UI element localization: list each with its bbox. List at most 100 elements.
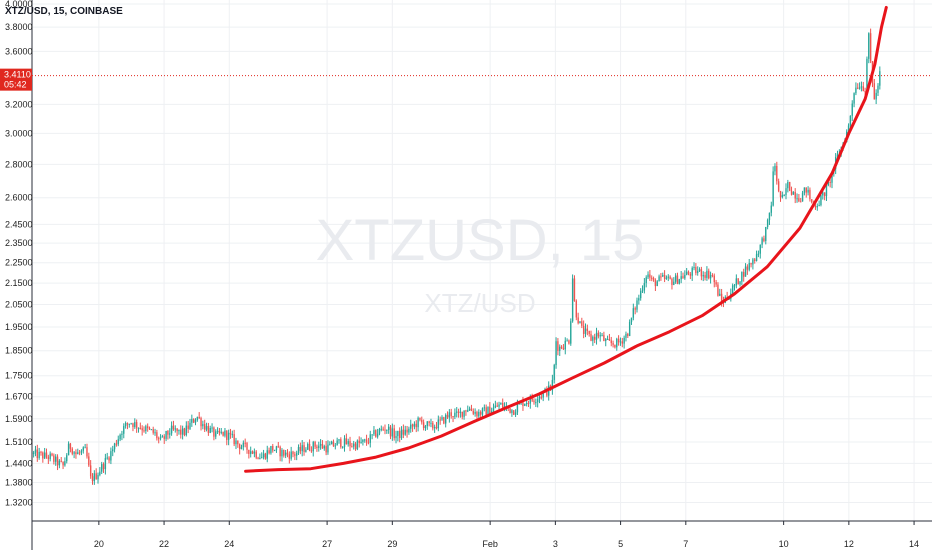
price-candle-body [584,328,587,334]
price-candle-body [553,365,555,380]
price-candle-body [146,426,149,428]
time-axis[interactable]: 20 22 24 27 29 Feb 3 5 7 10 12 14 [32,520,932,549]
price-candle-body [325,446,327,453]
y-tick-label: 1.3200 [5,497,33,507]
price-candle-body [69,443,72,449]
price-candle-body [371,434,373,436]
y-tick-label: 2.2500 [5,258,33,268]
price-candle-body [772,171,774,206]
x-tick-label: 12 [844,539,854,549]
y-tick-label: 2.1500 [5,278,33,288]
price-candle-body [55,456,57,462]
y-tick-label: 3.0000 [5,128,33,138]
price-candle-body [579,321,581,324]
y-tick-label: 1.3800 [5,477,33,487]
price-candle-body [676,275,679,284]
price-candle-body [597,332,600,337]
y-tick-label: 1.7500 [5,371,33,381]
x-tick-label: 22 [159,539,169,549]
price-candle-body [829,182,831,184]
price-candle-body [360,441,362,443]
price-candles [32,28,881,485]
price-candle-body [820,195,822,206]
price-candle-body [818,205,820,207]
price-candle-body [216,430,219,432]
price-candle-body [428,421,430,423]
price-candle-body [443,417,445,424]
price-candle-body [270,445,272,454]
price-candle-body [733,285,736,287]
price-candle-body [662,274,664,277]
price-candle-body [623,337,625,344]
price-candle-body [634,308,636,310]
price-candle-body [402,429,405,435]
price-candle-body [100,464,103,472]
price-candle-body [347,441,349,445]
y-tick-label: 2.4500 [5,219,33,229]
price-candle-body [588,330,590,334]
price-candle-body [757,253,760,255]
price-candle-body [566,340,568,342]
price-candle-body [53,455,55,462]
price-candle-body [34,449,37,453]
price-candle-body [803,187,806,193]
price-candle-body [362,439,364,442]
price-candle-body [110,451,112,461]
trend-curve [244,5,888,473]
price-candle-body [163,436,165,439]
price-candle-body [500,403,502,405]
x-tick-label: 27 [322,539,332,549]
price-candle-body [437,419,440,429]
price-candle-body [242,442,245,448]
price-candle-body [237,440,239,445]
x-tick-label: 10 [779,539,789,549]
price-candle-body [697,271,699,273]
x-tick-label: 14 [909,539,919,549]
y-tick-label: 2.6000 [5,193,33,203]
price-candle-body [516,404,519,413]
price-candle-body [387,426,390,430]
price-candle-body [417,417,419,428]
price-candle-body [847,125,850,132]
price-candle-body [741,272,743,282]
price-candle-body [399,430,401,438]
price-candle-body [855,87,857,94]
price-candle-body [376,433,379,437]
price-axis[interactable]: 4.0000 3.8000 3.6000 3.2000 3.0000 2.8000 2.60… [5,0,33,550]
price-candle-body [777,181,780,192]
price-candle-body [143,430,145,432]
price-candle-body [632,308,635,318]
price-candle-body [356,440,359,450]
price-candle-body [869,33,872,62]
price-candle-body [717,284,719,296]
price-candle-body [816,206,818,208]
price-candle-body [128,423,130,425]
price-candle-body [117,439,119,445]
price-candle-body [71,448,73,454]
price-candle-body [229,432,232,435]
price-candle-body [487,406,489,416]
y-tick-label: 2.0500 [5,300,33,310]
price-candle-body [364,439,366,441]
price-candle-body [233,434,235,445]
price-candle-body [207,426,210,433]
price-candle-body [316,446,318,449]
x-tick-label: 24 [224,539,234,549]
price-candle-body [754,259,756,261]
price-candle-body [873,83,876,100]
price-candle-body [636,300,638,310]
price-candle-body [189,422,191,429]
price-candle-body [264,453,267,459]
price-candle-body [693,267,695,269]
price-candle-body [174,428,176,430]
price-candle-body [45,452,48,457]
price-candle-body [774,165,776,172]
price-candle-body [752,259,754,265]
price-candle-body [494,405,497,408]
price-candle-body [557,341,559,351]
price-candle-body [682,276,684,279]
price-candle-body [126,423,129,425]
